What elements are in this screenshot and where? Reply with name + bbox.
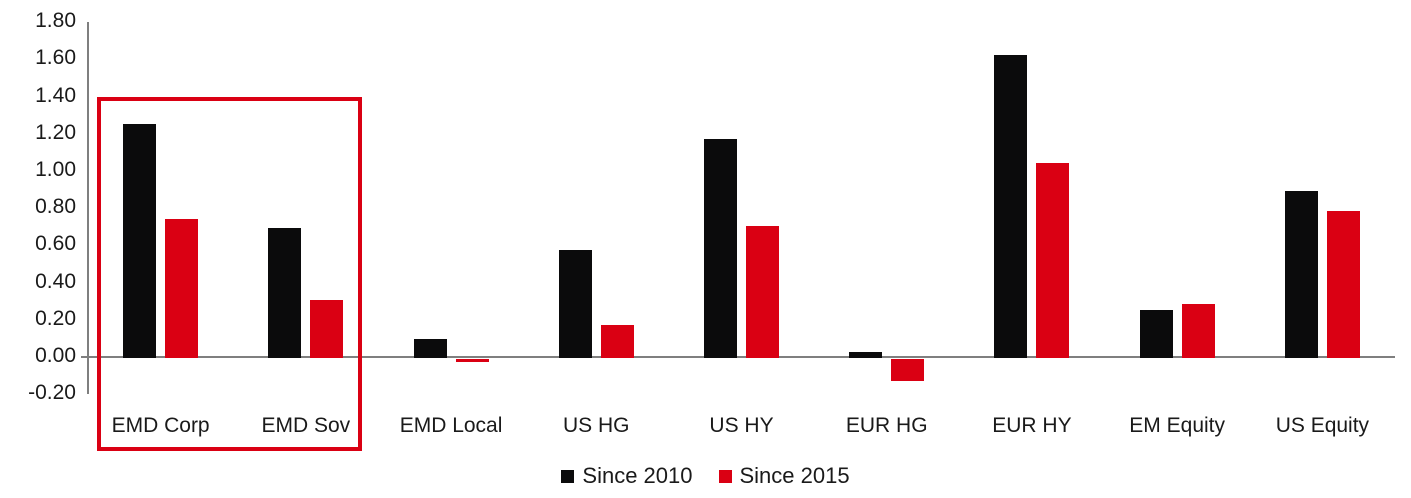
legend-item-since-2010: Since 2010 xyxy=(561,463,693,489)
y-axis-tick-label-1-60: 1.60 xyxy=(35,46,76,70)
legend-swatch-since-2010 xyxy=(561,469,575,483)
bar-since-2010-em-equity xyxy=(1139,309,1173,358)
legend-swatch-since-2015 xyxy=(718,469,732,483)
bar-since-2010-emd-sov xyxy=(268,227,302,358)
bar-since-2015-em-equity xyxy=(1181,304,1215,358)
bar-since-2010-us-hg xyxy=(558,250,592,358)
legend-label-since-2010: Since 2010 xyxy=(582,463,693,488)
bar-since-2010-emd-local xyxy=(413,339,447,358)
y-axis-tick-label-0-00: 0.00 xyxy=(35,344,76,367)
chart-legend: Since 2010 Since 2015 xyxy=(0,463,1411,489)
y-axis-tick-label-1-80: 1.80 xyxy=(35,9,76,33)
zero-tick xyxy=(81,356,87,358)
x-axis-label-emd-sov: EMD Sov xyxy=(261,414,351,437)
bar-since-2010-eur-hg xyxy=(849,352,883,358)
bar-since-2010-emd-corp xyxy=(123,123,157,358)
bar-since-2010-us-hy xyxy=(704,138,737,358)
y-axis-tick-label-0-20: -0.20 xyxy=(28,381,76,405)
y-axis-tick-label-0-40: 0.40 xyxy=(35,269,76,293)
x-axis-label-em-equity: EM Equity xyxy=(1129,414,1225,437)
y-axis-tick-label-1-40: 1.40 xyxy=(35,83,76,107)
x-axis-label-emd-corp: EMD Corp xyxy=(111,414,210,437)
legend-item-since-2015: Since 2015 xyxy=(718,463,850,489)
legend-label-since-2015: Since 2015 xyxy=(739,463,850,488)
y-axis-line xyxy=(87,22,89,394)
bar-since-2015-emd-corp xyxy=(165,218,199,358)
bar-since-2015-us-hy xyxy=(746,225,779,358)
bar-since-2015-eur-hg xyxy=(891,358,925,381)
bar-since-2010-eur-hy xyxy=(994,54,1028,358)
bar-since-2015-emd-sov xyxy=(310,300,344,358)
x-axis-label-eur-hy: EUR HY xyxy=(992,414,1072,437)
x-axis-label-emd-local: EMD Local xyxy=(399,414,503,437)
bar-since-2010-us-equity xyxy=(1284,190,1318,358)
bar-since-2015-emd-local xyxy=(455,358,489,363)
highlight-box-annotation xyxy=(97,97,362,451)
y-axis-tick-label-1-20: 1.20 xyxy=(35,120,76,144)
x-axis-label-eur-hg: EUR HG xyxy=(845,414,928,437)
x-axis-label-us-hg: US HG xyxy=(563,414,630,437)
bar-since-2015-eur-hy xyxy=(1036,162,1070,358)
y-axis-tick-label-0-20: 0.20 xyxy=(35,306,76,330)
x-axis-label-us-hy: US HY xyxy=(709,414,774,437)
x-axis-label-us-equity: US Equity xyxy=(1275,414,1370,437)
y-axis-tick-label-0-60: 0.60 xyxy=(35,232,76,256)
bar-since-2015-us-hg xyxy=(600,324,634,358)
x-axis-zero-line xyxy=(87,356,1395,358)
y-axis-tick-label-1-00: 1.00 xyxy=(35,158,76,181)
y-axis-tick-label-0-80: 0.80 xyxy=(35,195,76,219)
bar-since-2015-us-equity xyxy=(1326,211,1360,358)
